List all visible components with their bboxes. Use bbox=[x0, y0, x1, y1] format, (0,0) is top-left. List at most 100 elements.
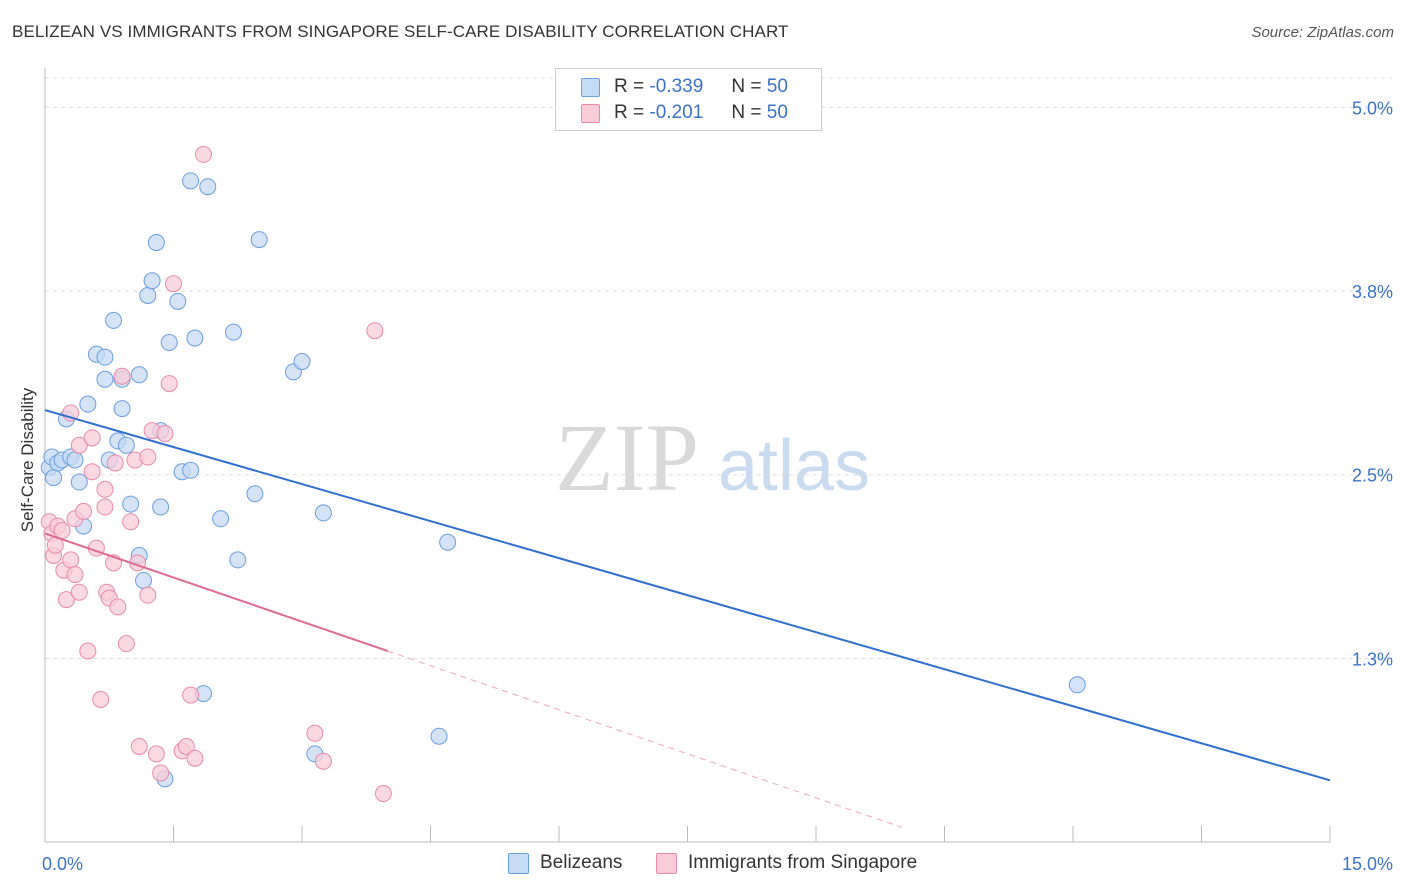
data-point bbox=[147, 234, 165, 252]
series-legend-belizeans[interactable]: Belizeans bbox=[508, 852, 622, 874]
data-point bbox=[186, 749, 204, 767]
data-point bbox=[182, 686, 200, 704]
legend-n-value-belizeans: 50 bbox=[766, 76, 788, 97]
legend-r-label: R = bbox=[614, 76, 645, 97]
data-point bbox=[194, 145, 212, 163]
data-point bbox=[96, 348, 114, 366]
data-point bbox=[169, 292, 187, 310]
data-point bbox=[122, 495, 140, 513]
data-point bbox=[70, 473, 88, 491]
source-label: Source: ZipAtlas.com bbox=[1251, 24, 1394, 41]
legend-r-value-belizeans: -0.339 bbox=[649, 76, 704, 97]
trend-line-singapore-extrapolated bbox=[387, 650, 902, 828]
data-point bbox=[1068, 676, 1086, 694]
legend-row-singapore: R = -0.201 N = 50 bbox=[581, 100, 788, 126]
data-point bbox=[293, 353, 311, 371]
data-point bbox=[246, 485, 264, 503]
stats-legend: R = -0.339 N = 50 R = -0.201 N = 50 bbox=[555, 68, 822, 131]
data-point bbox=[96, 498, 114, 516]
y-tick-label: 2.5% bbox=[1352, 466, 1393, 486]
data-point bbox=[314, 504, 332, 522]
data-point bbox=[199, 178, 217, 196]
series-singapore bbox=[40, 145, 392, 803]
x-tick-label: 0.0% bbox=[42, 854, 83, 874]
data-point bbox=[152, 764, 170, 782]
legend-swatch-pink bbox=[581, 103, 600, 123]
series-legend-singapore[interactable]: Immigrants from Singapore bbox=[656, 852, 917, 874]
data-point bbox=[306, 724, 324, 742]
series-legend: Belizeans Immigrants from Singapore bbox=[0, 852, 1406, 878]
series-belizeans bbox=[40, 172, 1086, 788]
legend-n-label: N = bbox=[731, 76, 762, 97]
legend-r-value-singapore: -0.201 bbox=[649, 102, 704, 123]
data-point bbox=[143, 272, 161, 290]
series-legend-label: Immigrants from Singapore bbox=[688, 852, 918, 873]
data-point bbox=[165, 275, 182, 293]
data-point bbox=[105, 311, 123, 329]
data-point bbox=[130, 738, 148, 755]
data-point bbox=[96, 480, 114, 498]
trend-line-singapore bbox=[44, 532, 388, 652]
data-point bbox=[139, 586, 157, 604]
y-tick-label: 1.3% bbox=[1352, 649, 1393, 669]
data-point bbox=[182, 461, 200, 479]
data-point bbox=[250, 231, 268, 249]
data-point bbox=[122, 513, 140, 531]
data-point bbox=[135, 571, 153, 589]
legend-n-label: N = bbox=[731, 102, 762, 123]
data-point bbox=[70, 583, 88, 601]
data-point bbox=[109, 598, 127, 616]
watermark-zip: ZIP bbox=[555, 404, 699, 511]
data-point bbox=[366, 322, 384, 340]
data-point bbox=[182, 172, 200, 190]
data-point bbox=[130, 366, 148, 384]
data-point bbox=[45, 469, 63, 487]
y-tick-label: 5.0% bbox=[1352, 98, 1393, 118]
data-point bbox=[113, 400, 131, 418]
series-legend-label: Belizeans bbox=[540, 852, 623, 873]
data-point bbox=[229, 551, 247, 569]
legend-row-belizeans: R = -0.339 N = 50 bbox=[581, 74, 788, 100]
data-point bbox=[374, 785, 392, 803]
data-point bbox=[75, 502, 93, 520]
series-swatch-pink bbox=[656, 852, 677, 874]
data-point bbox=[314, 752, 332, 770]
y-tick-label: 3.8% bbox=[1352, 282, 1393, 302]
data-point bbox=[430, 727, 448, 745]
data-point bbox=[79, 642, 97, 660]
data-point bbox=[83, 429, 101, 447]
series-swatch-blue bbox=[508, 852, 529, 874]
data-point bbox=[62, 551, 80, 569]
data-point bbox=[152, 498, 170, 516]
data-point bbox=[139, 286, 157, 304]
data-point bbox=[117, 635, 135, 653]
data-point bbox=[57, 591, 75, 609]
data-point bbox=[160, 333, 178, 351]
data-point bbox=[160, 375, 178, 393]
chart-title: BELIZEAN VS IMMIGRANTS FROM SINGAPORE SE… bbox=[12, 22, 789, 41]
data-point bbox=[96, 370, 114, 388]
data-point bbox=[139, 448, 157, 466]
data-point bbox=[53, 522, 71, 540]
legend-swatch-blue bbox=[581, 77, 600, 97]
data-point bbox=[147, 745, 165, 763]
data-point bbox=[70, 436, 88, 454]
data-point bbox=[186, 329, 204, 347]
data-point bbox=[156, 425, 174, 443]
watermark-atlas: atlas bbox=[718, 426, 870, 506]
y-axis-label: Self-Care Disability bbox=[18, 387, 37, 532]
data-point bbox=[212, 510, 230, 528]
data-point bbox=[439, 533, 457, 551]
data-point bbox=[83, 463, 101, 481]
data-point bbox=[66, 451, 84, 469]
data-point bbox=[66, 566, 84, 584]
data-point bbox=[117, 436, 135, 454]
data-point bbox=[79, 395, 97, 413]
legend-r-label: R = bbox=[614, 102, 645, 123]
data-point bbox=[113, 367, 131, 385]
data-point bbox=[224, 323, 242, 341]
legend-n-value-singapore: 50 bbox=[766, 102, 788, 123]
x-tick-label: 15.0% bbox=[1342, 854, 1393, 874]
trend-line-belizeans bbox=[44, 409, 1331, 782]
